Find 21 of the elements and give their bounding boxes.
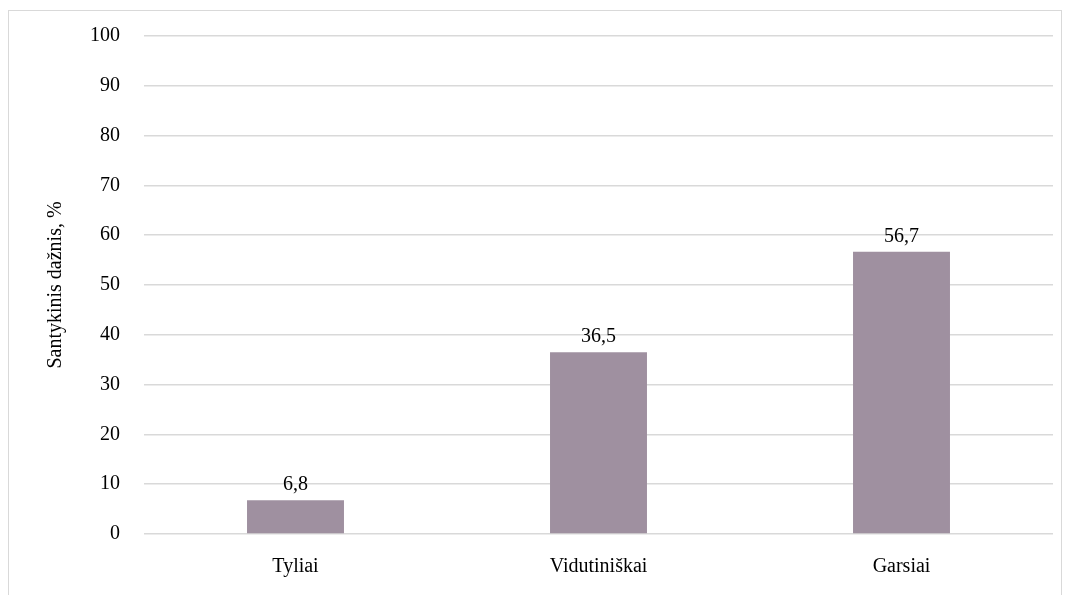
- data-label: 36,5: [581, 324, 616, 347]
- y-tick-label: 50: [100, 272, 120, 295]
- x-tick-label: Tyliai: [272, 554, 320, 578]
- y-axis-title: Santykinis dažnis, %: [43, 201, 67, 369]
- y-tick-label: 90: [100, 73, 120, 96]
- data-label: 56,7: [884, 223, 919, 246]
- y-tick-label: 30: [100, 371, 120, 394]
- y-tick-label: 10: [100, 471, 120, 494]
- y-tick-label: 70: [100, 172, 120, 195]
- bar: [853, 251, 950, 534]
- bar: [247, 500, 344, 534]
- y-tick-label: 100: [90, 23, 120, 46]
- x-tick-label: Vidutiniškai: [549, 554, 648, 577]
- y-tick-label: 0: [110, 521, 120, 544]
- data-label: 6,8: [283, 472, 308, 495]
- x-tick-label: Garsiai: [872, 554, 931, 577]
- y-tick-label: 60: [100, 222, 120, 245]
- bar: [550, 352, 647, 534]
- y-tick-label: 40: [100, 322, 120, 345]
- y-tick-label: 80: [100, 122, 120, 145]
- y-tick-label: 20: [100, 421, 120, 444]
